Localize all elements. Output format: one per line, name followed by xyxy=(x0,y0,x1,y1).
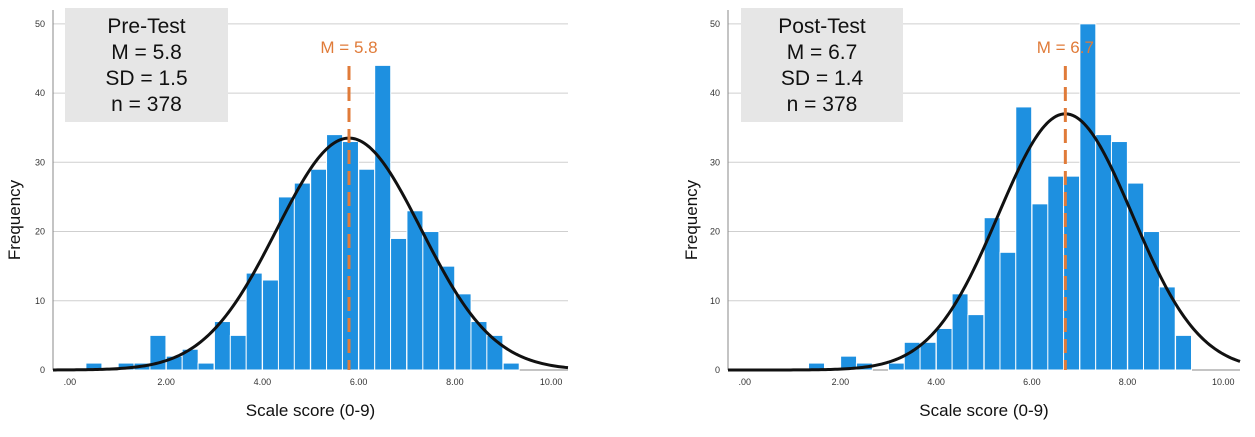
pre-stats-box xyxy=(65,8,228,122)
post-stats-line: Post-Test xyxy=(778,15,866,38)
post-y-tick-label: 40 xyxy=(710,88,720,98)
pre-stats-line: M = 5.8 xyxy=(111,41,182,64)
post-histogram-bar xyxy=(999,251,1017,371)
post-histogram-bar xyxy=(1079,23,1097,371)
pre-x-tick-label: 10.00 xyxy=(540,377,563,387)
pre-stats-line: SD = 1.5 xyxy=(105,67,187,90)
pre-histogram-bar xyxy=(390,237,408,371)
pre-y-axis-title: Frequency xyxy=(5,179,24,260)
post-mean-label: M = 6.7 xyxy=(1037,38,1094,57)
pre-histogram-bar xyxy=(262,279,280,371)
pre-histogram-bar xyxy=(197,362,215,371)
pre-histogram-bar xyxy=(406,210,424,371)
post-histogram-bar xyxy=(1047,175,1065,371)
post-y-axis-title: Frequency xyxy=(682,179,701,260)
post-histogram-bar xyxy=(1143,231,1160,371)
post-x-tick-label: 2.00 xyxy=(832,377,850,387)
post-x-axis-title: Scale score (0-9) xyxy=(919,401,1048,420)
post-y-tick-label: 20 xyxy=(710,227,720,237)
pre-y-tick-label: 20 xyxy=(35,227,45,237)
post-stats-line: M = 6.7 xyxy=(787,41,858,64)
post-x-tick-label: 4.00 xyxy=(927,377,945,387)
post-histogram-bar xyxy=(967,314,985,371)
pre-y-tick-label: 50 xyxy=(35,19,45,29)
pre-mean-label: M = 5.8 xyxy=(320,38,377,57)
pre-histogram-bar xyxy=(245,272,263,371)
post-histogram-bar xyxy=(887,362,905,371)
pre-x-tick-label: 6.00 xyxy=(350,377,368,387)
post-stats-line: n = 378 xyxy=(787,93,858,116)
pre-x-tick-label: 4.00 xyxy=(254,377,272,387)
post-x-tick-label: 8.00 xyxy=(1119,377,1137,387)
post-histogram-bar xyxy=(1175,334,1193,371)
post-stats-box xyxy=(741,8,903,122)
post-x-tick-label: .00 xyxy=(738,377,751,387)
pre-stats-line: Pre-Test xyxy=(107,15,185,38)
pre-y-tick-label: 30 xyxy=(35,157,45,167)
pre-stats-line: n = 378 xyxy=(111,93,182,116)
pre-histogram-bar xyxy=(326,134,344,371)
pre-y-tick-label: 40 xyxy=(35,88,45,98)
pre-x-axis-title: Scale score (0-9) xyxy=(246,401,375,420)
post-histogram-bar xyxy=(919,341,937,371)
post-y-tick-label: 50 xyxy=(710,19,720,29)
post-normal-curve xyxy=(728,112,1241,372)
pre-x-tick-label: 2.00 xyxy=(157,377,175,387)
post-stats-line: SD = 1.4 xyxy=(781,67,864,90)
pre-histogram-bar xyxy=(502,362,520,371)
post-y-tick-label: 30 xyxy=(710,157,720,167)
post-histogram-bar xyxy=(1095,134,1113,371)
pre-histogram-bar xyxy=(310,168,328,371)
post-histogram-bar xyxy=(935,327,953,371)
pre-chart: 0 10 20 30 40 50 .00 2.00 4.00 6.00 8.00 10.00 M = 5… xyxy=(5,8,569,420)
pre-histogram-bar xyxy=(229,334,247,371)
post-histogram-bar xyxy=(1031,203,1049,371)
post-y-tick-label: 10 xyxy=(710,296,720,306)
pre-normal-curve xyxy=(52,136,569,372)
pre-histogram-bar xyxy=(358,168,376,371)
pre-histogram-bar xyxy=(438,265,456,371)
pre-y-tick-label: 0 xyxy=(40,365,45,375)
post-x-tick-label: 6.00 xyxy=(1023,377,1041,387)
pre-histogram-bar xyxy=(293,182,311,371)
pre-histogram-bar xyxy=(422,231,440,371)
pre-x-tick-label: 8.00 xyxy=(446,377,464,387)
pre-x-tick-label: .00 xyxy=(64,377,77,387)
post-y-tick-label: 0 xyxy=(715,365,720,375)
pre-y-tick-label: 10 xyxy=(35,296,45,306)
pre-histogram-bar xyxy=(374,64,392,371)
post-chart: 0 10 20 30 40 50 .00 2.00 4.00 6.00 8.00 10.00 M = 6… xyxy=(682,8,1241,420)
post-x-tick-label: 10.00 xyxy=(1212,377,1235,387)
